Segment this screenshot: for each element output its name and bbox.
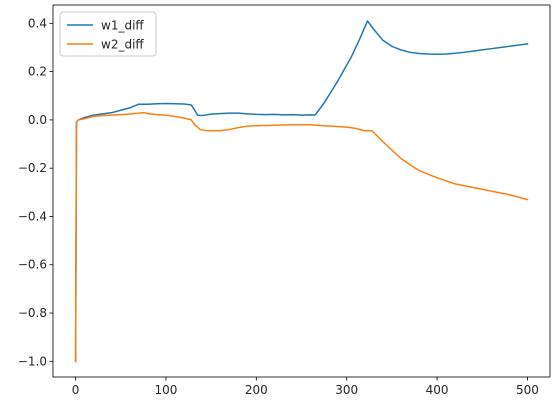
y-tick-label: −0.6 [18, 258, 47, 272]
y-tick-label: 0.0 [28, 113, 47, 127]
series-layer [74, 20, 529, 363]
axes-layer: 0 100 200 300 400 500 −1.0 −0.8 −0.6 −0.4 −0.2 0.0 0… [18, 4, 551, 397]
x-tick-label: 300 [335, 383, 358, 397]
plot-area [53, 5, 550, 377]
y-tick-label: −0.4 [18, 209, 47, 223]
y-tick-label: −1.0 [18, 354, 47, 368]
legend-label-w1_diff: w1_diff [101, 19, 144, 33]
y-tick-label: 0.4 [28, 16, 47, 30]
x-tick-label: 200 [245, 383, 268, 397]
series-line-w2_diff [74, 111, 529, 363]
x-tick-label: 400 [426, 383, 449, 397]
series-line-w1_diff [74, 20, 529, 363]
y-tick-label: 0.2 [28, 65, 47, 79]
legend-label-w2_diff: w2_diff [101, 38, 144, 52]
axes-frame [52, 4, 551, 378]
y-tick-label: −0.2 [18, 161, 47, 175]
y-tick-label: −0.8 [18, 306, 47, 320]
x-tick-label: 100 [155, 383, 178, 397]
x-tick-label: 0 [72, 383, 80, 397]
legend-frame [59, 11, 157, 57]
x-tick-label: 500 [516, 383, 539, 397]
legend: w1_diff w2_diff [59, 11, 157, 57]
